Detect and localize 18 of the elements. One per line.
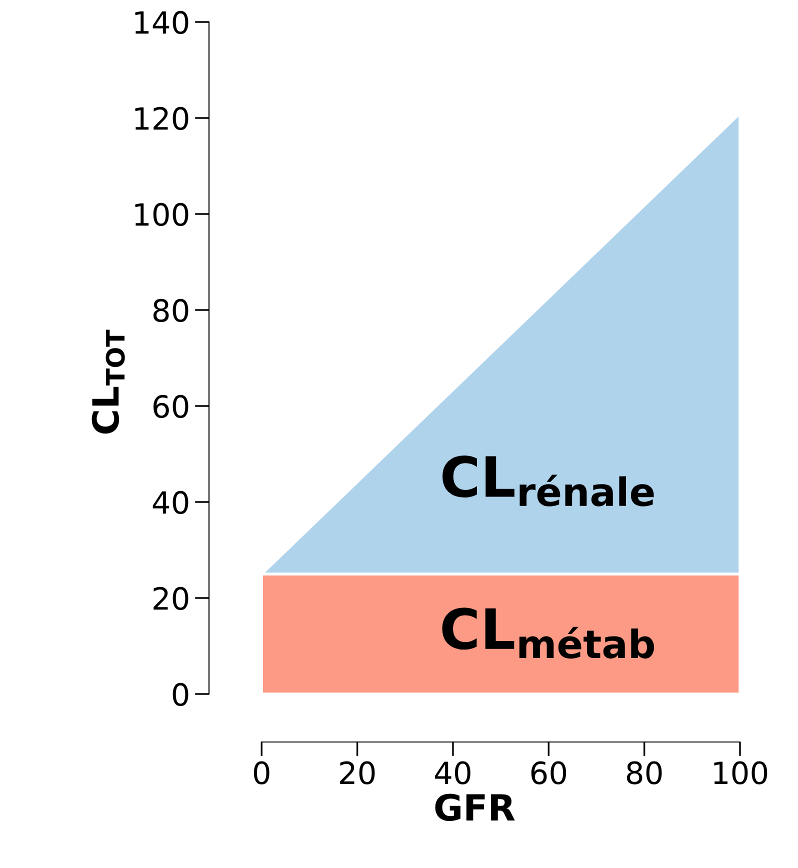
- y-tick-label: 20: [154, 586, 188, 610]
- x-tick-label: 40: [435, 761, 470, 784]
- series-label: CL$_{rénale}$: [442, 456, 654, 506]
- y-tick-label: 120: [135, 106, 188, 130]
- x-tick-label: 80: [626, 761, 662, 784]
- y-tick-label: 80: [153, 298, 188, 322]
- x-tick-label: 0: [254, 761, 270, 784]
- x-axis-title: GFR: [435, 794, 515, 822]
- y-tick-label: 100: [135, 202, 188, 226]
- x-tick-label: 60: [531, 761, 566, 784]
- y-tick-label: 0: [172, 682, 188, 706]
- x-tick-label: 20: [340, 761, 375, 784]
- y-tick-label: 60: [154, 394, 188, 418]
- y-tick-label: 140: [135, 10, 188, 34]
- y-tick-label: 40: [152, 490, 188, 514]
- series-label: CL$_{métab}$: [442, 608, 654, 659]
- x-tick-label: 100: [714, 761, 768, 784]
- y-axis-title: CL$_{TOT}$: [92, 330, 125, 434]
